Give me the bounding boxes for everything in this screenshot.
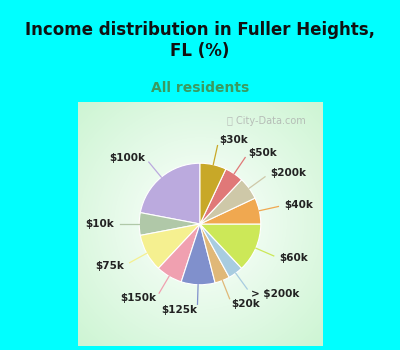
Text: $75k: $75k xyxy=(96,260,124,271)
Text: $150k: $150k xyxy=(120,293,156,303)
Wedge shape xyxy=(200,198,261,224)
Wedge shape xyxy=(200,224,229,283)
Text: $40k: $40k xyxy=(284,200,313,210)
Wedge shape xyxy=(200,224,261,268)
Wedge shape xyxy=(200,163,226,224)
Text: $30k: $30k xyxy=(219,135,248,145)
Wedge shape xyxy=(200,224,242,277)
Text: $20k: $20k xyxy=(232,299,260,309)
Text: ⓘ City-Data.com: ⓘ City-Data.com xyxy=(227,116,306,126)
Wedge shape xyxy=(200,169,242,224)
Text: $50k: $50k xyxy=(248,148,277,158)
Text: $10k: $10k xyxy=(85,219,114,229)
Wedge shape xyxy=(140,224,200,268)
Wedge shape xyxy=(158,224,200,282)
Text: $60k: $60k xyxy=(279,253,308,263)
Text: $125k: $125k xyxy=(161,305,197,315)
Text: All residents: All residents xyxy=(151,80,249,94)
Wedge shape xyxy=(139,212,200,236)
Wedge shape xyxy=(200,180,255,224)
Text: $100k: $100k xyxy=(109,153,145,162)
Text: Income distribution in Fuller Heights,
FL (%): Income distribution in Fuller Heights, F… xyxy=(25,21,375,60)
Wedge shape xyxy=(181,224,215,285)
Wedge shape xyxy=(140,163,200,224)
Text: > $200k: > $200k xyxy=(251,289,299,299)
Text: $200k: $200k xyxy=(270,168,306,178)
